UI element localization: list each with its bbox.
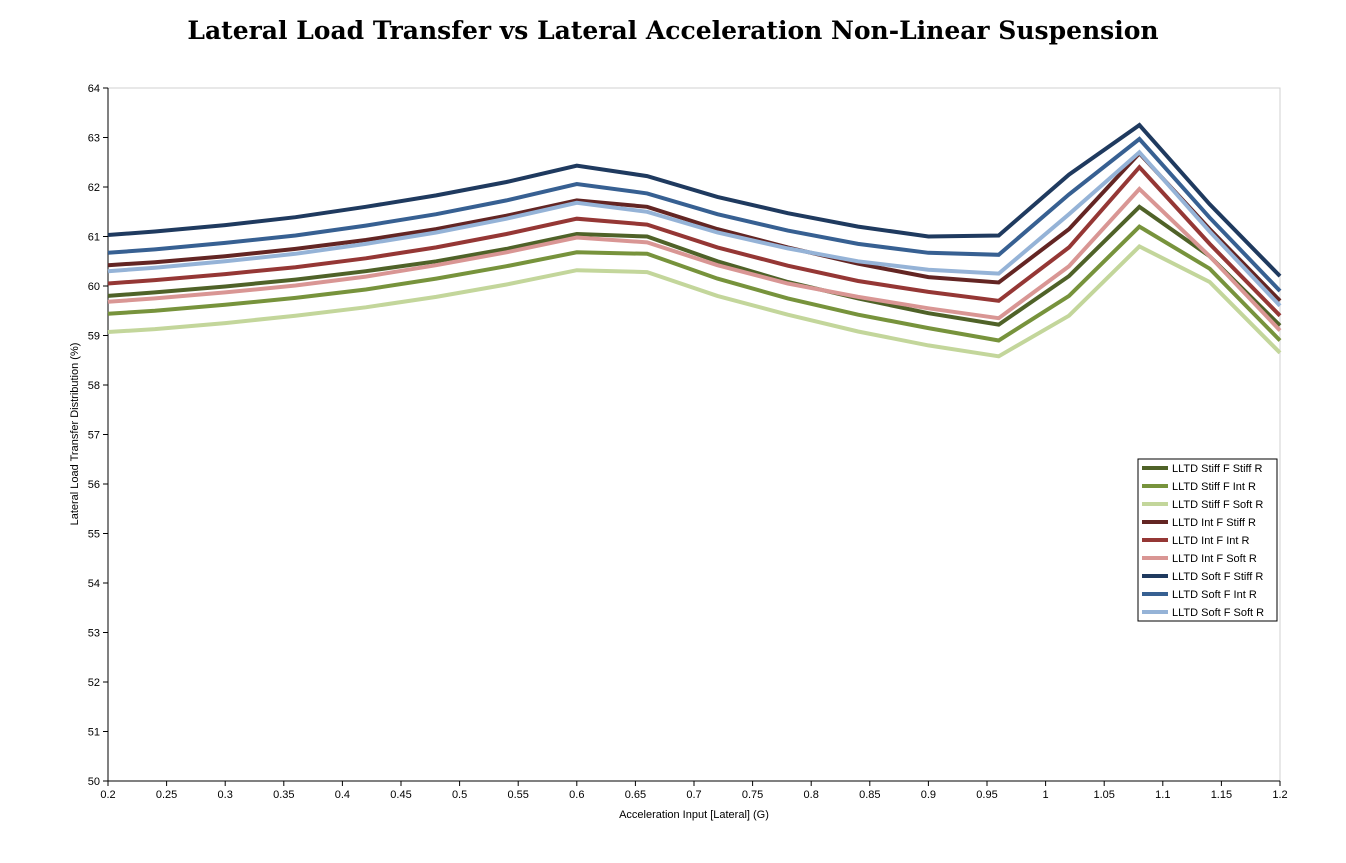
legend-label: LLTD Soft F Stiff R <box>1172 571 1263 583</box>
chart-title: Lateral Load Transfer vs Lateral Acceler… <box>187 16 1159 45</box>
legend-label: LLTD Soft F Int R <box>1172 589 1257 601</box>
series-line-5 <box>107 164 1282 318</box>
y-tick-label: 64 <box>88 83 100 95</box>
y-tick-label: 57 <box>88 430 100 442</box>
y-tick-label: 62 <box>88 182 100 194</box>
y-tick-label: 53 <box>88 628 100 640</box>
series-line-8 <box>107 136 1282 293</box>
x-tick-label: 0.9 <box>921 789 936 801</box>
series-line-7 <box>107 122 1282 278</box>
y-tick-label: 58 <box>88 380 100 392</box>
y-tick-label: 51 <box>88 727 100 739</box>
x-tick-label: 0.45 <box>390 789 411 801</box>
series-line-2 <box>107 224 1282 343</box>
legend-label: LLTD Int F Soft R <box>1172 553 1257 565</box>
x-tick-label: 1.05 <box>1093 789 1114 801</box>
y-tick-label: 63 <box>88 133 100 145</box>
y-axis-title: Lateral Load Transfer Distribution (%) <box>69 343 81 526</box>
legend-label: LLTD Stiff F Int R <box>1172 481 1256 493</box>
y-axis: 50 51 52 53 54 55 56 57 58 59 60 61 62 63 64 <box>88 83 109 788</box>
y-tick-label: 56 <box>88 479 100 491</box>
y-tick-label: 52 <box>88 677 100 689</box>
series-layer <box>107 122 1282 359</box>
x-tick-label: 0.25 <box>156 789 177 801</box>
x-tick-label: 1.2 <box>1272 789 1287 801</box>
x-tick-label: 0.3 <box>218 789 233 801</box>
legend-label: LLTD Int F Int R <box>1172 535 1249 547</box>
x-tick-label: 1.1 <box>1155 789 1170 801</box>
x-tick-label: 1 <box>1043 789 1049 801</box>
x-tick-label: 1.15 <box>1211 789 1232 801</box>
y-tick-label: 50 <box>88 776 100 788</box>
x-tick-label: 0.6 <box>569 789 584 801</box>
series-line-9 <box>107 149 1282 308</box>
y-tick-label: 59 <box>88 331 100 343</box>
x-tick-label: 0.2 <box>100 789 115 801</box>
legend-label: LLTD Stiff F Stiff R <box>1172 463 1263 475</box>
x-tick-label: 0.5 <box>452 789 467 801</box>
y-tick-label: 55 <box>88 529 100 541</box>
y-tick-label: 60 <box>88 281 100 293</box>
x-axis-title: Acceleration Input [Lateral] (G) <box>619 809 769 821</box>
series-line-1 <box>107 204 1282 328</box>
x-tick-label: 0.85 <box>859 789 880 801</box>
x-tick-label: 0.75 <box>742 789 763 801</box>
legend-label: LLTD Soft F Soft R <box>1172 607 1264 619</box>
y-tick-label: 61 <box>88 232 100 244</box>
x-tick-label: 0.4 <box>335 789 350 801</box>
plot-area <box>107 87 1281 782</box>
legend-label: LLTD Stiff F Soft R <box>1172 499 1263 511</box>
legend-label: LLTD Int F Stiff R <box>1172 517 1256 529</box>
series-line-3 <box>107 243 1282 359</box>
legend: LLTD Stiff F Stiff R LLTD Stiff F Int R LL… <box>1137 458 1278 622</box>
series-line-4 <box>107 150 1282 303</box>
x-tick-label: 0.55 <box>507 789 528 801</box>
series-line-6 <box>107 186 1282 332</box>
x-tick-label: 0.7 <box>686 789 701 801</box>
x-tick-label: 0.8 <box>804 789 819 801</box>
x-tick-label: 0.95 <box>976 789 997 801</box>
y-tick-label: 54 <box>88 578 100 590</box>
x-axis: 0.2 0.25 0.3 0.35 0.4 0.45 0.5 0.55 0.6 0.65 0.7 0.… <box>100 780 1288 801</box>
x-tick-label: 0.65 <box>625 789 646 801</box>
x-tick-label: 0.35 <box>273 789 294 801</box>
